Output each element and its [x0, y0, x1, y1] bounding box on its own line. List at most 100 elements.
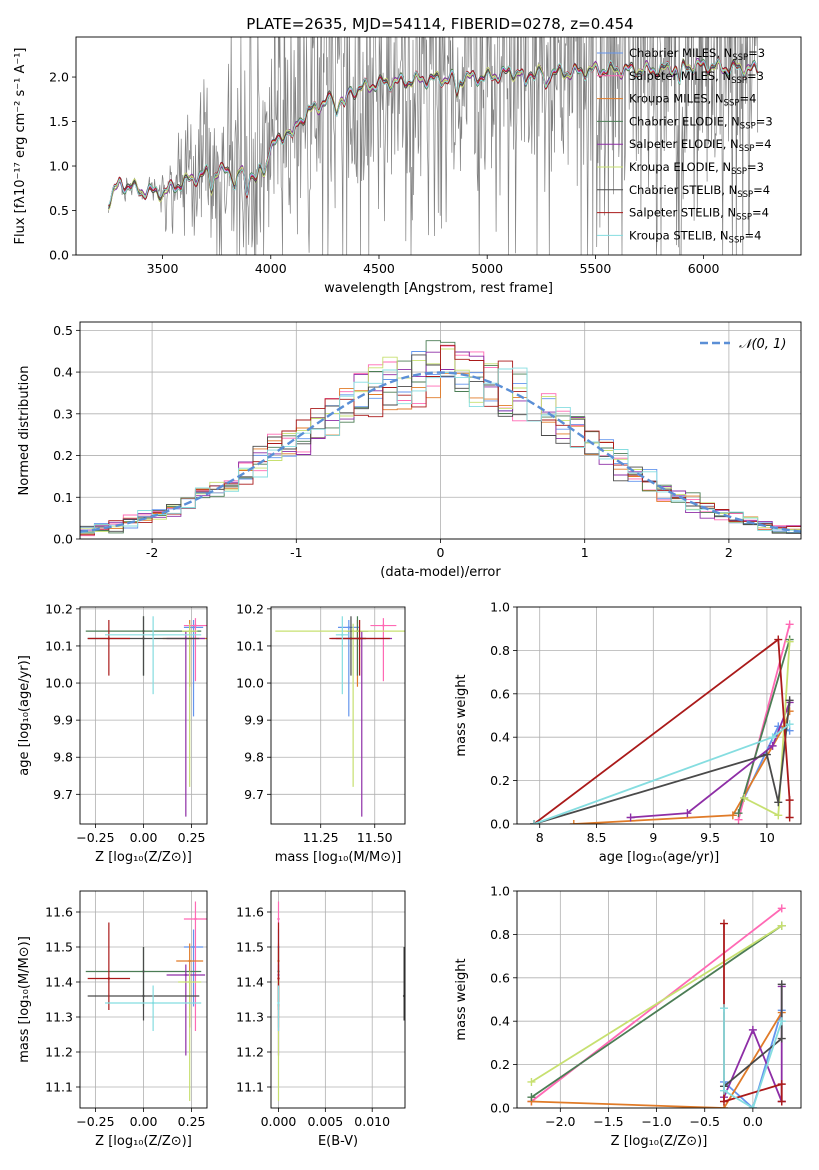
point-chabrier-miles: [338, 619, 360, 717]
plot-area-weight-vs-Z: [527, 904, 786, 1108]
point-marker: [142, 994, 145, 998]
plot-area-age-vs-Z: [85, 616, 207, 817]
y-tick-label: 0.2: [490, 1057, 510, 1072]
axes-residuals: -2 -1 0 1 2 0.0 0.1 0.2 0.3 0.4 0.5 (data-model)/er…: [17, 321, 802, 580]
x-tick-label: 0.25: [178, 830, 206, 845]
point-marker: [194, 624, 197, 627]
x-tick-label: 11.25: [303, 830, 339, 845]
weight-marker: [530, 820, 539, 824]
point-kroupa-elodie: [275, 623, 405, 787]
plot-area-weight-vs-age: [530, 620, 794, 824]
weight-marker: [734, 809, 743, 818]
y-tick-label: 0.2: [490, 773, 510, 788]
axes-age-vs-mass: 11.25 11.50 9.7 9.8 9.9 10.0 10.1 10.2 mass [log…: [236, 601, 406, 865]
point-kroupa-stelib: [105, 985, 202, 1031]
axes-mass-vs-EBV: 0.000 0.005 0.010 11.1 11.2 11.3 11.4 11.5 11.6 E…: [236, 890, 406, 1149]
point-salpeter-stelib: [87, 922, 131, 1010]
point-chabrier-stelib: [87, 947, 200, 1021]
weight-series-kroupa-elodie: [527, 921, 786, 1086]
weight-marker: [777, 1080, 786, 1089]
axes-weight-vs-age: 8 8.5 9 9.5 10 0.0 0.2 0.4 0.6 0.8 1.0 age [log₁₀(a…: [454, 600, 802, 865]
y-tick-label: 0.4: [53, 365, 73, 380]
y-tick-label: 10.0: [236, 676, 264, 691]
weight-marker: [777, 1097, 786, 1106]
point-marker: [188, 959, 191, 963]
y-tick-label: 11.1: [236, 1080, 264, 1095]
point-kroupa-elodie: [181, 623, 198, 787]
hist-kroupa-stelib: [80, 367, 801, 539]
point-marker: [142, 637, 145, 640]
y-axis-label: Normed distribution: [17, 366, 32, 496]
x-tick-label: 9: [649, 830, 657, 845]
y-tick-label: 0.8: [490, 927, 510, 942]
y-tick-label: 2.0: [49, 70, 69, 85]
x-tick-label: 5500: [579, 261, 611, 276]
point-marker: [192, 626, 195, 629]
x-tick-label: −1.0: [641, 1114, 671, 1129]
weight-marker: [569, 820, 578, 824]
point-marker: [358, 637, 361, 640]
axes-frame: [79, 321, 802, 540]
legend-label: Kroupa STELIB, NSSP=4: [629, 228, 761, 245]
weight-line: [531, 1012, 783, 1108]
weight-marker: [719, 1004, 728, 1013]
legend-label: Chabrier STELIB, NSSP=4: [629, 183, 770, 200]
weight-marker: [762, 750, 771, 759]
point-marker: [347, 626, 351, 629]
weight-series-kroupa-stelib: [530, 720, 794, 824]
y-tick-label: 0.5: [53, 323, 73, 338]
y-tick-label: 0.0: [49, 248, 69, 263]
weight-marker: [785, 637, 794, 646]
point-marker: [151, 1001, 155, 1005]
weight-marker: [777, 980, 786, 989]
weight-marker: [774, 635, 783, 644]
y-tick-label: 0.0: [490, 1101, 510, 1116]
axes-frame: [79, 606, 208, 825]
point-marker: [351, 629, 355, 633]
x-tick-label: 0.25: [178, 1114, 206, 1129]
plot-area-mass-vs-EBV: [277, 901, 405, 1101]
weight-marker: [785, 813, 794, 822]
point-marker: [341, 633, 344, 637]
normal-curve: [80, 371, 801, 533]
x-tick-label: 2: [725, 545, 733, 560]
y-tick-label: 9.8: [53, 750, 73, 765]
x-tick-label: −2.0: [545, 1114, 575, 1129]
x-tick-label: 4000: [255, 261, 287, 276]
model-line-kroupa-stelib: [108, 58, 759, 206]
point-marker: [192, 945, 195, 949]
axes-frame: [79, 890, 208, 1109]
plot-area-mass-vs-Z: [85, 901, 207, 1101]
y-tick-label: 0.0: [490, 817, 510, 832]
weight-marker: [748, 1104, 757, 1108]
weight-marker: [719, 1097, 728, 1106]
x-tick-label: 0.00: [130, 830, 158, 845]
point-marker: [402, 994, 405, 998]
y-tick-label: 10.1: [45, 638, 73, 653]
y-tick-label: 9.7: [53, 787, 73, 802]
residual-legend: 𝒩(0, 1): [700, 337, 786, 352]
weight-marker: [785, 796, 794, 805]
point-marker: [382, 624, 385, 627]
y-tick-label: 10.1: [236, 638, 264, 653]
x-tick-label: 0.00: [130, 1114, 158, 1129]
axes-mass-vs-Z: −0.25 0.00 0.25 11.1 11.2 11.3 11.4 11.5 11.6 Z […: [17, 890, 208, 1149]
plot-area-spectrum: [108, 37, 759, 255]
spectrum-title: PLATE=2635, MJD=54114, FIBERID=0278, z=0…: [246, 15, 633, 33]
axes-frame: [270, 890, 406, 1109]
x-tick-label: -2: [146, 545, 158, 560]
weight-marker: [740, 793, 749, 802]
legend-item-chabrier-stelib: Chabrier STELIB, NSSP=4: [597, 183, 770, 200]
y-tick-label: 1.5: [49, 114, 69, 129]
legend-label: Salpeter STELIB, NSSP=4: [629, 206, 769, 223]
y-tick-label: 9.9: [244, 713, 264, 728]
plot-area-residuals: [80, 340, 801, 539]
y-tick-label: 0.8: [490, 643, 510, 658]
weight-marker: [768, 741, 777, 750]
axes-frame: [516, 890, 802, 1109]
point-marker: [184, 973, 188, 977]
x-tick-label: 0.0: [743, 1114, 763, 1129]
point-kroupa-stelib: [335, 616, 349, 695]
x-axis-label: wavelength [Angstrom, rest frame]: [324, 281, 553, 296]
